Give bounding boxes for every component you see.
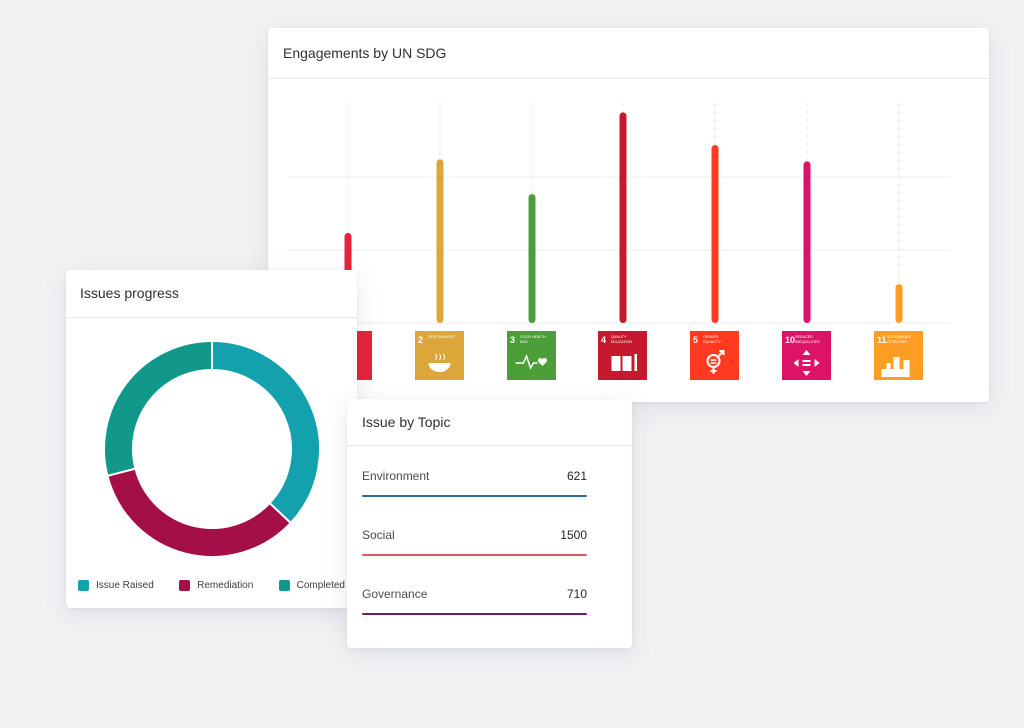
legend-swatch — [179, 580, 191, 591]
legend-label: Completed — [296, 580, 345, 591]
topic-label: Social — [362, 528, 395, 542]
sdg-caption: EQUALITY — [703, 340, 721, 344]
sdg-caption: REDUCED — [795, 335, 813, 339]
sdg-caption: EDUCATION — [611, 340, 632, 344]
slice-separator — [269, 503, 291, 523]
donut-slice-issue-raised[interactable] — [211, 342, 319, 523]
sdg-caption: INEQUALITIES — [795, 340, 820, 344]
legend-item-issue-raised[interactable]: Issue Raised — [78, 580, 154, 591]
bar-sdg-11[interactable] — [895, 284, 903, 323]
donut-slice-remediation[interactable] — [108, 468, 290, 556]
issue-by-topic-card: Issue by Topic Environment 621 Social 15… — [347, 399, 632, 648]
engagements-card: Engagements by UN SDG 12ZERO HUNGER3GOOD… — [268, 28, 989, 402]
topic-value: 710 — [566, 587, 587, 601]
legend-item-remediation[interactable]: Remediation — [179, 580, 253, 591]
legend-label: Issue Raised — [96, 580, 154, 591]
sdg-caption: ZERO HUNGER — [428, 335, 455, 339]
issues-progress-card: Issues progress Issue Raised Remediation… — [66, 270, 357, 608]
bar-sdg-10[interactable] — [803, 161, 811, 323]
legend-swatch — [278, 580, 290, 591]
sdg-caption: QUALITY — [611, 335, 627, 339]
bar-sdg-3[interactable] — [528, 194, 536, 323]
bar-sdg-4[interactable] — [619, 112, 627, 324]
sdg-number: 10 — [785, 335, 795, 345]
bar-sdg-2[interactable] — [436, 159, 444, 323]
sdg-number: 3 — [510, 335, 515, 345]
sdg-caption: CITIES AND — [887, 340, 907, 344]
slice-separator — [108, 467, 135, 477]
topic-underline — [362, 613, 587, 615]
city-icon — [881, 357, 910, 377]
heartbeat-icon — [515, 353, 547, 370]
book-pencil-icon — [611, 354, 637, 371]
topic-underline — [362, 495, 587, 497]
sdg-caption: SUSTAINABLE — [887, 335, 912, 339]
sdg-number: 4 — [601, 335, 606, 345]
topic-value: 621 — [566, 469, 587, 483]
arrows-equal-icon — [793, 350, 820, 376]
bowl-icon — [428, 353, 451, 372]
sdg-tile-bg — [598, 331, 647, 380]
sdg-caption: AND — [520, 340, 528, 344]
issues-progress-donut — [105, 342, 319, 556]
donut-slice-completed[interactable] — [105, 342, 213, 476]
legend-item-completed[interactable]: Completed — [278, 580, 345, 591]
issues-progress-title: Issues progress — [66, 270, 357, 318]
bar-sdg-5[interactable] — [711, 145, 719, 323]
topic-row-environment[interactable]: Environment 621 — [362, 469, 587, 501]
topic-value: 1500 — [560, 528, 587, 542]
topic-label: Environment — [362, 469, 430, 483]
sdg-number: 2 — [418, 335, 423, 345]
sdg-tile-bg — [507, 331, 556, 380]
sdg-tile-2: 2 ZERO HUNGER — [415, 331, 464, 380]
topic-row-governance[interactable]: Governance 710 — [362, 587, 587, 619]
legend-label: Remediation — [197, 580, 254, 591]
legend-swatch — [78, 580, 89, 591]
engagements-title: Engagements by UN SDG — [268, 28, 989, 79]
topic-underline — [362, 554, 587, 556]
sdg-caption: GENDER — [703, 335, 719, 339]
topic-row-social[interactable]: Social 1500 — [362, 528, 587, 560]
sdg-number: 11 — [877, 335, 887, 345]
gender-icon — [706, 350, 725, 374]
sdg-caption: GOOD HEALTH — [520, 335, 546, 339]
issue-by-topic-title: Issue by Topic — [347, 399, 632, 446]
sdg-number: 5 — [693, 335, 698, 345]
issues-progress-legend: Issue Raised Remediation Completed — [78, 580, 345, 591]
topic-label: Governance — [362, 587, 428, 601]
